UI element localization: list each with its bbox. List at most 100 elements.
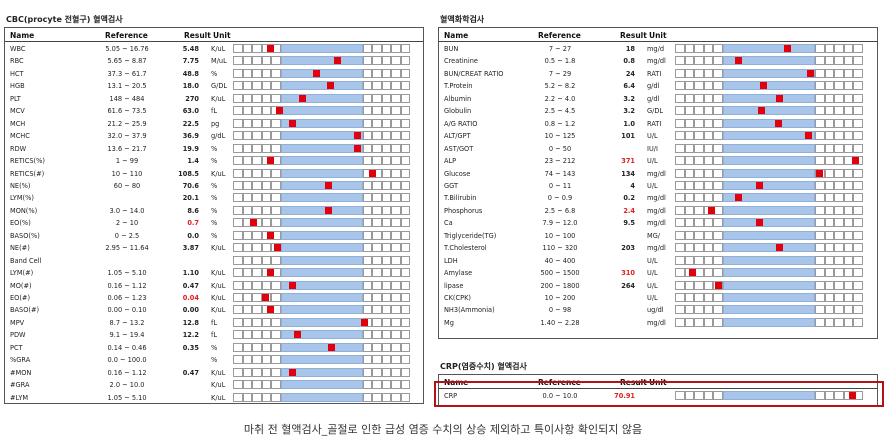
reference-range: 1.05 ~ 5.10 bbox=[107, 393, 147, 402]
range-bar bbox=[675, 156, 863, 166]
range-bar bbox=[233, 380, 411, 390]
cbc-row-baso-: BASO(%) 0 ~ 2.5 0.0% bbox=[5, 230, 423, 242]
result-unit: G/DL bbox=[647, 107, 664, 116]
result-unit: RATI bbox=[647, 119, 662, 128]
result-value: 3.87 bbox=[182, 244, 199, 253]
chem-row-ck-cpk-: CK(CPK) 10 ~ 200 U/L bbox=[439, 292, 877, 304]
reference-range: 0 ~ 98 bbox=[548, 306, 572, 315]
result-marker bbox=[360, 318, 368, 326]
result-marker bbox=[273, 244, 281, 252]
test-name: A/G RATIO bbox=[444, 119, 478, 128]
result-unit: % bbox=[211, 231, 218, 240]
test-name: Globulin bbox=[444, 107, 472, 116]
range-bar bbox=[675, 293, 863, 302]
reference-range: 1.40 ~ 2.28 bbox=[540, 318, 580, 327]
test-name: WBC bbox=[10, 45, 26, 53]
result-unit: U/L bbox=[647, 294, 658, 302]
test-name: BUN bbox=[444, 45, 459, 53]
result-unit: mg/dl bbox=[647, 219, 666, 228]
result-marker bbox=[756, 219, 764, 227]
result-value: 5.48 bbox=[182, 45, 199, 53]
header-name: Name bbox=[444, 31, 469, 40]
chem-row-alt-gpt: ALT/GPT 10 ~ 125 101 U/L bbox=[439, 130, 877, 142]
result-unit: K/uL bbox=[211, 281, 226, 290]
result-marker bbox=[267, 157, 275, 165]
result-value: 20.1 bbox=[182, 194, 199, 203]
range-bar bbox=[233, 81, 411, 91]
cbc-row-wbc: WBC 5.05 ~ 16.76 5.48 K/uL bbox=[5, 43, 423, 55]
result-value: 0.2 bbox=[623, 194, 635, 203]
range-bar bbox=[675, 255, 863, 265]
test-name: BASO(%) bbox=[10, 231, 40, 240]
test-name: MCHC bbox=[10, 132, 30, 141]
chem-panel-title: 혈액화학검사 bbox=[440, 15, 485, 24]
result-unit: g/dl bbox=[647, 82, 660, 91]
result-marker bbox=[353, 132, 361, 140]
result-unit: M/uL bbox=[211, 57, 227, 66]
test-name: RETICS(#) bbox=[10, 169, 45, 178]
range-bar bbox=[675, 68, 863, 78]
cbc-row-mcv: MCV 61.6 ~ 73.5 63.0 fL bbox=[5, 105, 423, 117]
chem-row-ca: Ca 7.9 ~ 12.0 9.5 mg/dl bbox=[439, 217, 877, 229]
test-name: BASO(#) bbox=[10, 306, 40, 315]
result-unit: % bbox=[211, 356, 218, 365]
cbc-row-hct: HCT 37.3 ~ 61.7 48.8% bbox=[5, 68, 423, 80]
test-name: NE(%) bbox=[10, 181, 31, 190]
result-unit: % bbox=[211, 69, 218, 78]
cbc-row-band-cell: Band Cell bbox=[5, 255, 423, 267]
result-marker bbox=[267, 269, 275, 277]
test-name: T.Protein bbox=[444, 82, 473, 91]
result-marker bbox=[848, 392, 856, 399]
result-unit: mg/dl bbox=[647, 206, 666, 215]
result-marker bbox=[294, 331, 302, 339]
reference-range: 8.7 ~ 13.2 bbox=[109, 318, 145, 327]
result-unit: % bbox=[211, 219, 218, 228]
test-name: Triglyceride(TG) bbox=[444, 231, 497, 240]
reference-range: 37.3 ~ 61.7 bbox=[107, 69, 147, 78]
result-value: 2.4 bbox=[623, 206, 635, 215]
result-unit: U/L bbox=[647, 181, 658, 190]
result-marker bbox=[756, 181, 764, 189]
test-name: EO(#) bbox=[10, 294, 31, 302]
range-bar bbox=[675, 56, 863, 66]
result-value: 12.2 bbox=[182, 331, 199, 340]
test-name: Creatinine bbox=[444, 57, 478, 66]
reference-range: 2.5 ~ 4.5 bbox=[544, 107, 576, 116]
result-marker bbox=[289, 281, 297, 289]
result-unit: IU/I bbox=[647, 144, 658, 153]
result-unit: ug/dl bbox=[647, 306, 664, 315]
result-value: 371 bbox=[621, 157, 635, 166]
cbc-row-pct: PCT 0.14 ~ 0.46 0.35% bbox=[5, 342, 423, 354]
result-marker bbox=[774, 119, 782, 127]
reference-range: 5.05 ~ 16.76 bbox=[105, 45, 149, 53]
cbc-row-mch: MCH 21.2 ~ 25.9 22.5 pg bbox=[5, 118, 423, 130]
chem-row-glucose: Glucose 74 ~ 143 134 mg/dl bbox=[439, 168, 877, 180]
test-name: CK(CPK) bbox=[444, 294, 471, 302]
cbc-results-panel: Name Reference Result Unit WBC 5.05 ~ 16.76 5.… bbox=[4, 27, 424, 404]
result-unit: U/L bbox=[647, 269, 658, 278]
result-marker bbox=[805, 132, 813, 140]
chem-row-globulin: Globulin 2.5 ~ 4.5 3.2 G/DL bbox=[439, 105, 877, 117]
result-unit: K/uL bbox=[211, 393, 226, 402]
result-marker bbox=[760, 82, 768, 90]
result-unit: K/uL bbox=[211, 94, 226, 103]
test-name: RBC bbox=[10, 57, 24, 66]
result-marker bbox=[689, 269, 697, 277]
cbc-row--gra: %GRA 0.0 ~ 100.0% bbox=[5, 354, 423, 366]
result-unit: mg/dl bbox=[647, 194, 666, 203]
result-value: 3.2 bbox=[623, 107, 635, 116]
result-marker bbox=[776, 244, 784, 252]
result-value: 270 bbox=[185, 94, 199, 103]
reference-range: 0 ~ 2.5 bbox=[114, 231, 140, 240]
test-name: ALT/GPT bbox=[444, 132, 471, 141]
result-unit: RATI bbox=[647, 69, 662, 78]
result-unit: K/uL bbox=[211, 45, 226, 53]
range-bar bbox=[675, 118, 863, 128]
result-unit: U/L bbox=[647, 281, 658, 290]
chem-row-albumin: Albumin 2.2 ~ 4.0 3.2 g/dl bbox=[439, 93, 877, 105]
result-value: 70.91 bbox=[614, 392, 635, 400]
test-name: PDW bbox=[10, 331, 26, 340]
range-bar bbox=[233, 305, 411, 315]
reference-range: 0.0 ~ 100.0 bbox=[107, 356, 147, 365]
reference-range: 32.0 ~ 37.9 bbox=[107, 132, 147, 141]
